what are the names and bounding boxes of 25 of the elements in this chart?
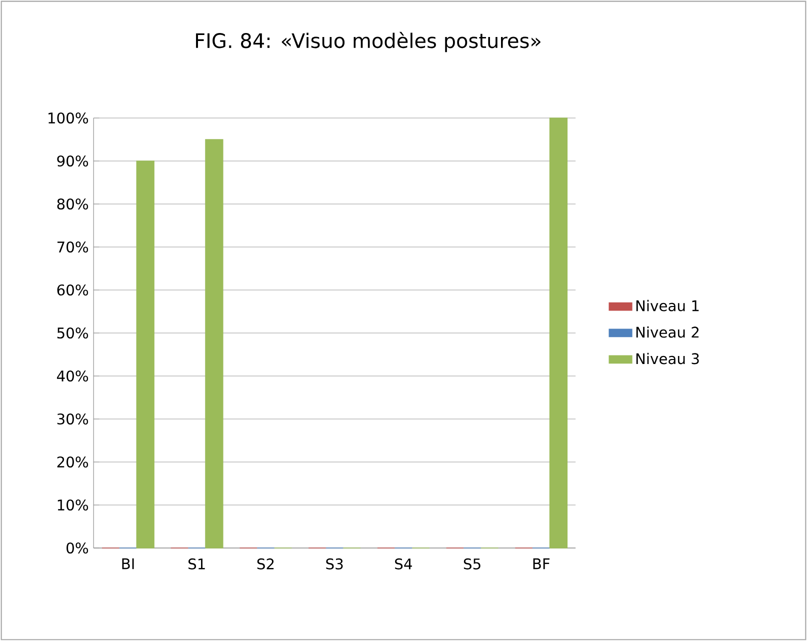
bar (136, 160, 154, 548)
legend-label: Niveau 1 (636, 300, 699, 312)
legend-label: Niveau 3 (636, 352, 699, 364)
x-tick-label: S4 (395, 558, 412, 570)
y-tick-label: 70% (57, 241, 88, 253)
x-tick-label: S2 (257, 558, 274, 570)
legend-label: Niveau 2 (636, 326, 699, 338)
x-tick-label: BF (533, 558, 550, 570)
y-tick-label: 100% (48, 112, 88, 124)
x-tick-label: S3 (326, 558, 343, 570)
y-tick-label: 40% (56, 370, 88, 382)
y-tick-label: 90% (57, 155, 88, 167)
y-tick-label: 80% (57, 198, 88, 210)
x-tick-label: S5 (464, 558, 480, 570)
x-tick-label: BI (122, 558, 134, 570)
y-tick-label: 50% (57, 327, 88, 339)
bar (205, 139, 224, 548)
y-tick-label: 20% (57, 456, 88, 468)
y-tick-label: 60% (57, 284, 88, 296)
y-tick-label: 30% (57, 413, 88, 425)
y-tick-label: 0% (66, 542, 88, 554)
y-tick-label: 10% (58, 499, 88, 511)
chart-title: FIG. 84: «Visuo modèles postures» (196, 32, 540, 52)
bar (549, 118, 568, 548)
x-tick-label: S1 (188, 558, 205, 570)
